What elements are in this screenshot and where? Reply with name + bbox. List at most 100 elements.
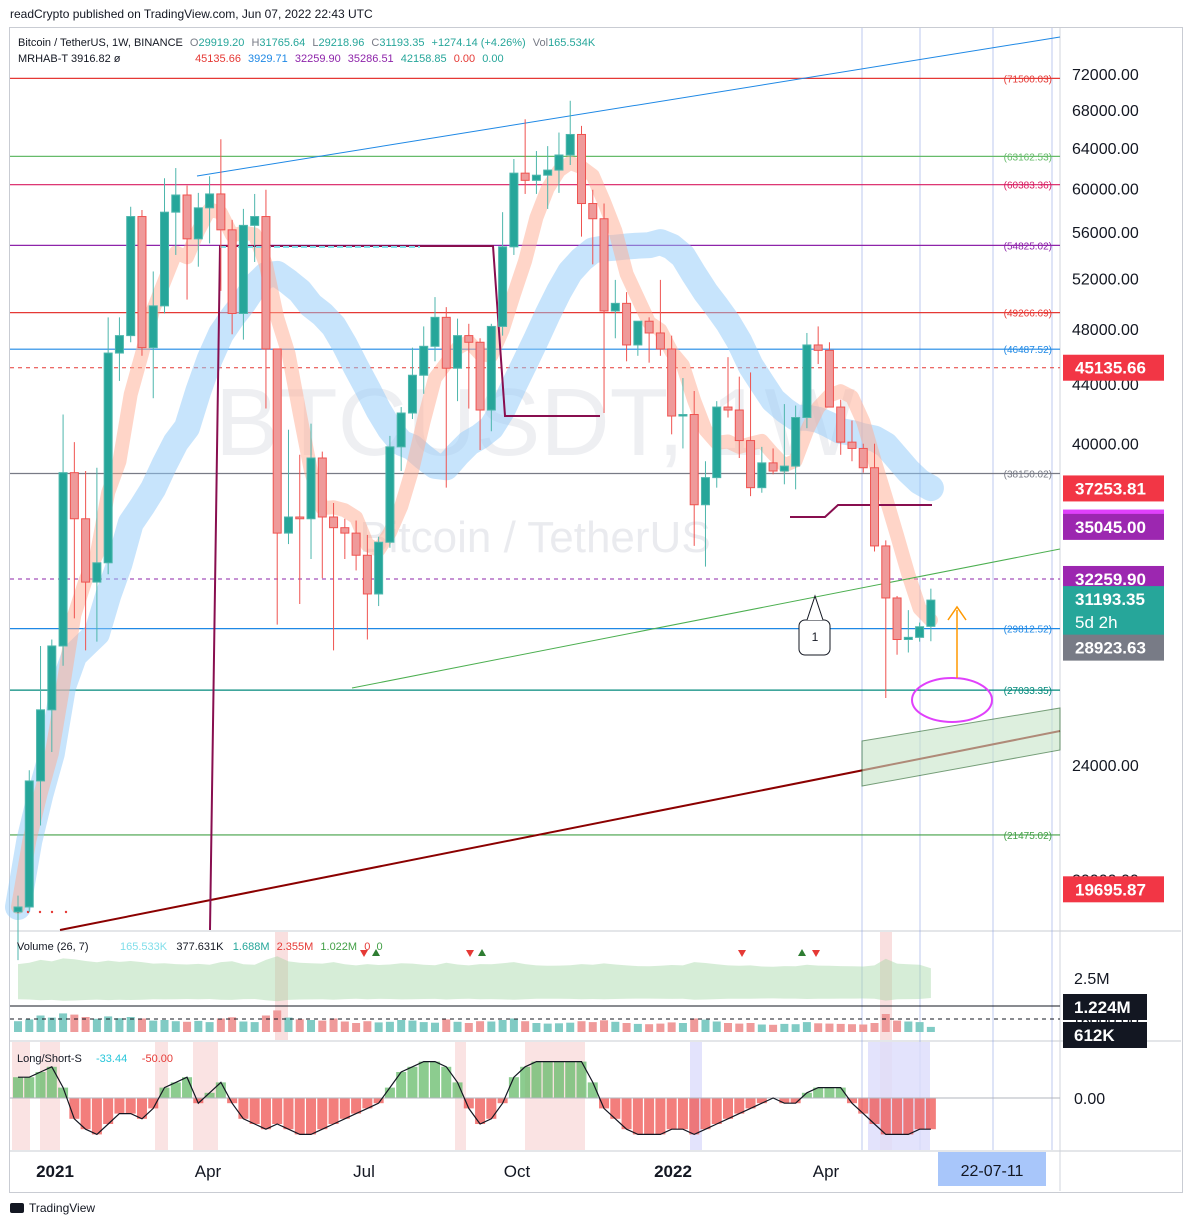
volume-bar bbox=[487, 1021, 496, 1032]
fib-level-label: (38150.02) bbox=[1004, 469, 1052, 480]
candle bbox=[633, 320, 643, 356]
ls-histogram-bar bbox=[170, 1082, 181, 1098]
candle bbox=[824, 342, 834, 408]
ls-histogram-bar bbox=[925, 1098, 936, 1130]
ls-histogram-bar bbox=[565, 1061, 576, 1098]
ls-histogram-bar bbox=[689, 1098, 700, 1135]
candle bbox=[374, 536, 384, 607]
volume-bar bbox=[656, 1023, 665, 1032]
volume-bar bbox=[532, 1023, 541, 1032]
candle-body bbox=[362, 554, 372, 595]
volume-bar bbox=[385, 1021, 394, 1032]
ls-axis-label: 0.00 bbox=[1074, 1091, 1105, 1108]
candle-body bbox=[509, 172, 519, 248]
indicator-value-1: 45135.66 bbox=[195, 53, 241, 65]
price-axis-label: 44000.00 bbox=[1072, 377, 1139, 394]
candle bbox=[554, 132, 564, 193]
volume-bar bbox=[464, 1023, 473, 1032]
slow-ma-ribbon bbox=[5, 229, 944, 920]
volume-bar bbox=[633, 1023, 642, 1032]
volume-bar bbox=[115, 1018, 124, 1032]
indicator-value-3: 32259.90 bbox=[294, 53, 341, 65]
callout-label: 1 bbox=[812, 630, 819, 644]
ls-legend-value: -50.00 bbox=[142, 1053, 173, 1065]
ls-histogram-bar bbox=[328, 1098, 339, 1124]
candle bbox=[926, 588, 936, 642]
highlight-ellipse bbox=[911, 677, 993, 723]
ls-histogram-bar bbox=[711, 1098, 722, 1124]
candle bbox=[689, 390, 699, 546]
candle bbox=[216, 139, 226, 291]
candle-body bbox=[92, 562, 102, 583]
price-axis-label: 24000.00 bbox=[1072, 758, 1139, 775]
candle bbox=[24, 770, 34, 912]
ls-histogram-bar bbox=[193, 1098, 204, 1104]
symbol-title[interactable]: Bitcoin / TetherUS, 1W, BINANCE bbox=[18, 37, 183, 49]
candle bbox=[802, 332, 812, 429]
ls-histogram-bar bbox=[182, 1077, 193, 1098]
candle bbox=[667, 335, 677, 435]
volume-bar bbox=[92, 1018, 101, 1032]
volume-bar bbox=[757, 1024, 766, 1032]
step-line-recent bbox=[790, 504, 932, 518]
volume-badge bbox=[1063, 994, 1147, 1020]
open-label: O bbox=[189, 37, 199, 49]
volume-bar bbox=[870, 1023, 879, 1032]
candle bbox=[114, 317, 124, 381]
candle bbox=[678, 378, 688, 449]
candle-body bbox=[374, 541, 384, 595]
candle bbox=[531, 151, 541, 194]
candle-body bbox=[903, 636, 913, 640]
candle-body bbox=[272, 348, 282, 534]
ls-histogram-bar bbox=[35, 1072, 46, 1098]
candle bbox=[69, 442, 79, 619]
low-label: L bbox=[312, 37, 319, 49]
ls-histogram-bar bbox=[520, 1066, 531, 1098]
candle bbox=[193, 192, 203, 267]
candle bbox=[103, 317, 113, 575]
volume-bar bbox=[318, 1020, 327, 1032]
candle-body bbox=[238, 224, 248, 314]
price-badge bbox=[1063, 634, 1164, 661]
candle-body bbox=[655, 332, 665, 350]
candle-body bbox=[283, 516, 293, 534]
close-label: C bbox=[371, 37, 380, 49]
ls-histogram-bar bbox=[666, 1098, 677, 1130]
pivot-dot bbox=[38, 910, 42, 914]
ls-histogram-bar bbox=[813, 1087, 824, 1098]
volume-badge-label: 1.224M bbox=[1074, 998, 1131, 1017]
candle bbox=[700, 461, 710, 567]
ls-histogram-bar bbox=[677, 1098, 688, 1130]
candle-body bbox=[824, 349, 834, 408]
price-axis-label: 64000.00 bbox=[1072, 141, 1139, 158]
indicator-value-4: 35286.51 bbox=[347, 53, 394, 65]
indicator-name[interactable]: MRHAB-T 3916.82 ø bbox=[18, 53, 121, 65]
candle-body bbox=[577, 133, 586, 205]
candle-body bbox=[915, 626, 925, 638]
ls-histogram-bar bbox=[351, 1098, 362, 1114]
candle-body bbox=[441, 316, 451, 369]
candle bbox=[746, 372, 756, 497]
volume-bar bbox=[769, 1024, 778, 1032]
tradingview-logo-icon bbox=[10, 1203, 24, 1213]
candle bbox=[92, 467, 102, 642]
candle-body bbox=[802, 344, 812, 419]
high-value: 31765.64 bbox=[259, 37, 306, 49]
candle bbox=[283, 429, 293, 545]
candle-body bbox=[24, 780, 34, 908]
volume-ma-cloud bbox=[18, 956, 931, 1002]
callout-pointer bbox=[806, 594, 824, 621]
ls-histogram-bar bbox=[903, 1098, 914, 1135]
candle-body bbox=[779, 465, 789, 472]
candle bbox=[317, 451, 327, 579]
volume-bar bbox=[904, 1021, 913, 1032]
volume-legend-value: 2.355M bbox=[277, 941, 314, 953]
candle bbox=[655, 279, 665, 356]
footer-brand[interactable]: TradingView bbox=[10, 1201, 95, 1215]
candle-body bbox=[126, 216, 136, 337]
ls-histogram-bar bbox=[644, 1098, 655, 1135]
candle bbox=[261, 189, 271, 409]
volume-bar bbox=[836, 1023, 845, 1032]
price-axis-label: 56000.00 bbox=[1072, 225, 1139, 242]
